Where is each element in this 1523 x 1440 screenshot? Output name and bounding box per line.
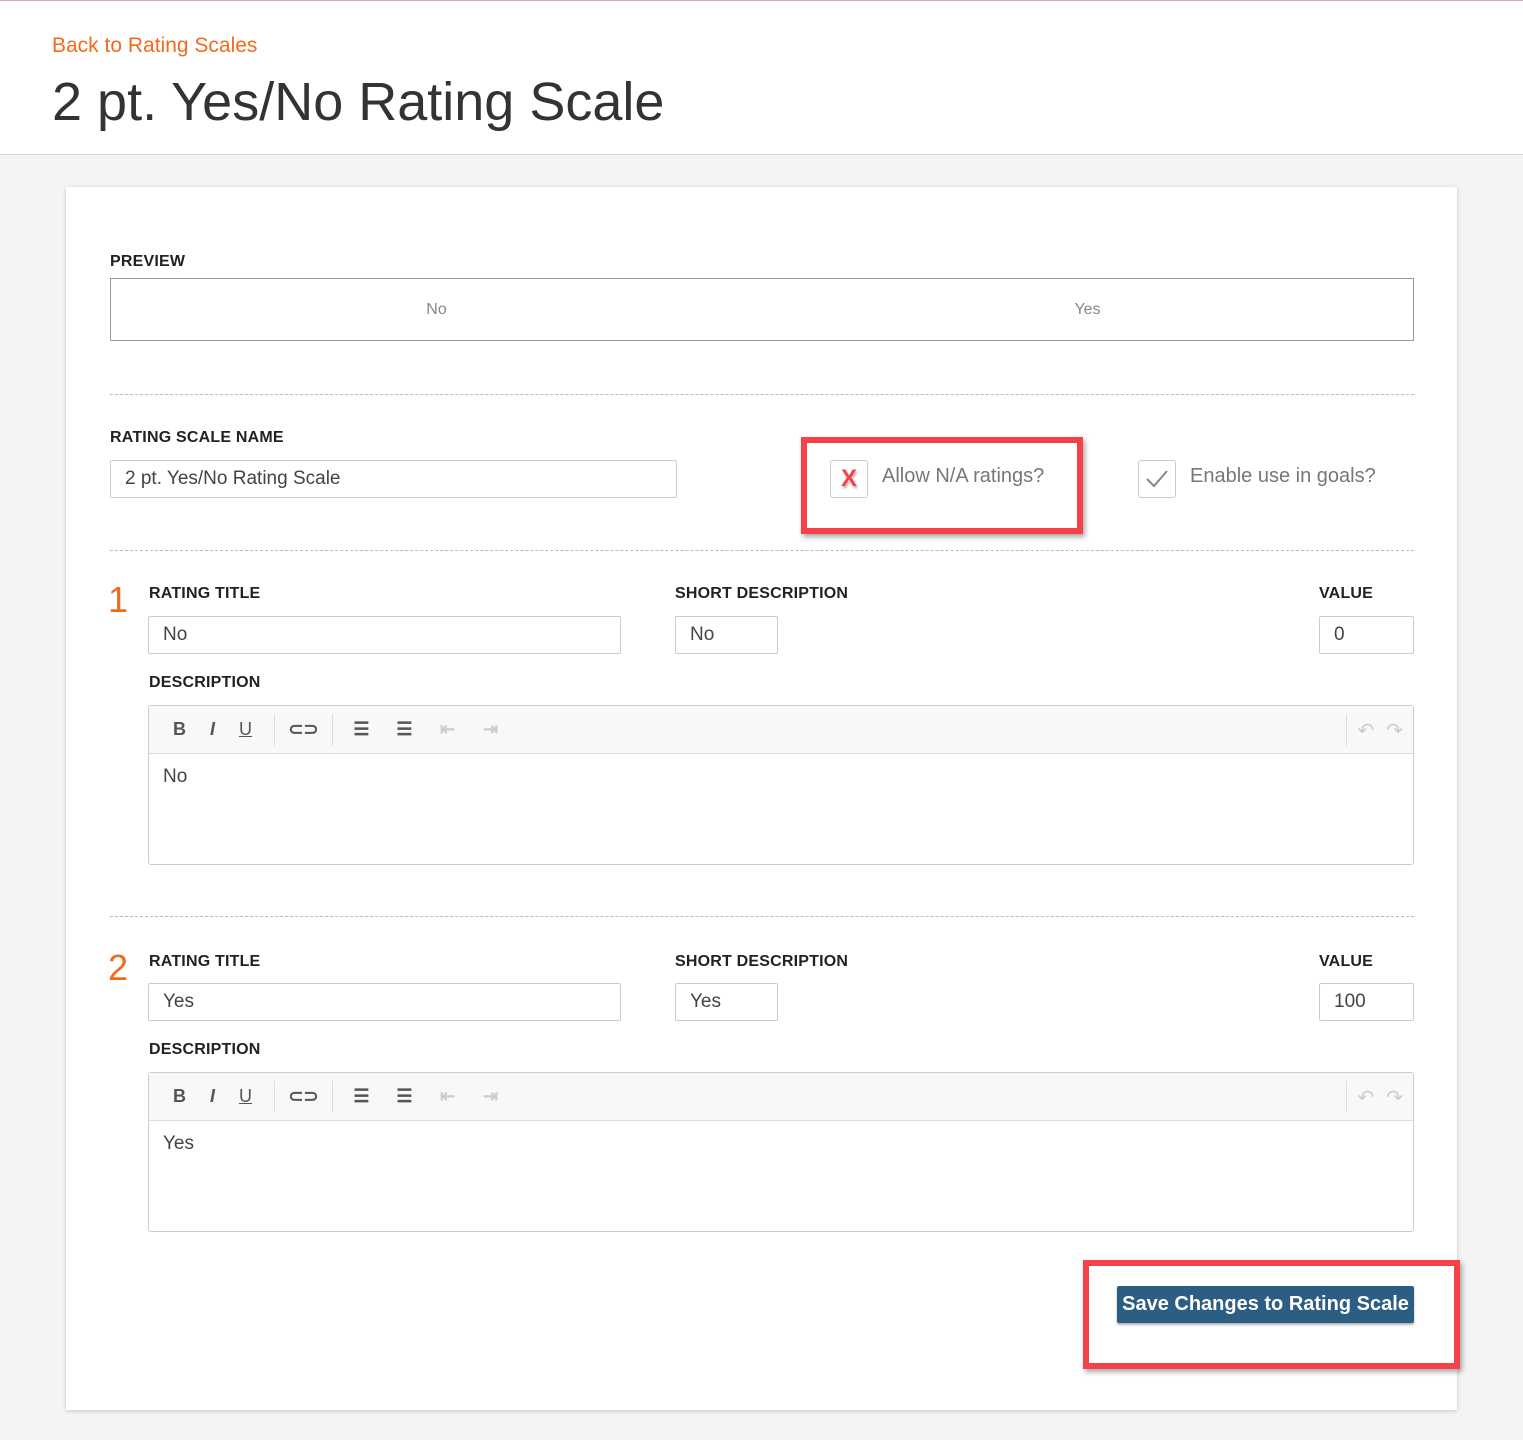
toolbar-separator bbox=[332, 713, 333, 746]
bullet-list-icon[interactable]: ☰ bbox=[353, 1086, 370, 1106]
value-input[interactable]: 100 bbox=[1319, 983, 1414, 1021]
toolbar-separator bbox=[274, 1080, 275, 1113]
description-label: DESCRIPTION bbox=[149, 1041, 261, 1058]
description-editor: B I U ⊂⊃ ☰ ☰ ⇤ ⇥ ↶ ↷ Yes bbox=[148, 1072, 1414, 1232]
short-description-label: SHORT DESCRIPTION bbox=[675, 953, 849, 970]
save-changes-button[interactable]: Save Changes to Rating Scale bbox=[1117, 1286, 1414, 1323]
rating-title-input[interactable]: No bbox=[148, 616, 621, 654]
preview-item: No bbox=[426, 300, 447, 318]
outdent-icon[interactable]: ⇤ bbox=[439, 1086, 456, 1106]
highlight-box bbox=[1083, 1260, 1460, 1369]
value-input[interactable]: 0 bbox=[1319, 616, 1414, 654]
enable-goals-checkbox[interactable] bbox=[1138, 460, 1176, 498]
indent-icon[interactable]: ⇥ bbox=[482, 719, 499, 739]
checkmark-icon bbox=[1146, 470, 1168, 488]
indent-icon[interactable]: ⇥ bbox=[482, 1086, 499, 1106]
redo-icon[interactable]: ↷ bbox=[1386, 1086, 1403, 1109]
enable-goals-label: Enable use in goals? bbox=[1190, 465, 1376, 487]
value-label: VALUE bbox=[1319, 953, 1374, 970]
undo-icon[interactable]: ↶ bbox=[1357, 719, 1375, 742]
value-label: VALUE bbox=[1319, 585, 1374, 602]
numbered-list-icon[interactable]: ☰ bbox=[396, 719, 413, 739]
allow-na-checkbox[interactable]: X bbox=[830, 460, 868, 498]
redo-icon[interactable]: ↷ bbox=[1386, 719, 1403, 742]
back-to-rating-scales-link[interactable]: Back to Rating Scales bbox=[52, 34, 258, 57]
preview-bar: No Yes bbox=[110, 278, 1414, 341]
description-editor: B I U ⊂⊃ ☰ ☰ ⇤ ⇥ ↶ ↷ No bbox=[148, 705, 1414, 865]
short-description-input[interactable]: No bbox=[675, 616, 778, 654]
bold-button[interactable]: B bbox=[173, 1086, 186, 1106]
italic-button[interactable]: I bbox=[209, 719, 215, 739]
description-content[interactable]: Yes bbox=[163, 1133, 194, 1154]
toolbar-separator bbox=[274, 713, 275, 746]
highlight-box bbox=[801, 437, 1083, 534]
preview-item: Yes bbox=[1074, 300, 1101, 318]
allow-na-label: Allow N/A ratings? bbox=[882, 465, 1045, 487]
underline-button[interactable]: U bbox=[239, 719, 252, 739]
rating-scale-form: PREVIEW No Yes RATING SCALE NAME 2 pt. Y… bbox=[66, 187, 1460, 1410]
rating-title-label: RATING TITLE bbox=[149, 953, 261, 970]
page-header: Back to Rating Scales 2 pt. Yes/No Ratin… bbox=[0, 0, 1523, 155]
underline-button[interactable]: U bbox=[239, 1086, 252, 1106]
rating-scale-name-label: RATING SCALE NAME bbox=[110, 429, 284, 446]
rating-number: 1 bbox=[108, 579, 129, 620]
description-label: DESCRIPTION bbox=[149, 674, 261, 691]
short-description-input[interactable]: Yes bbox=[675, 983, 778, 1021]
numbered-list-icon[interactable]: ☰ bbox=[396, 1086, 413, 1106]
italic-button[interactable]: I bbox=[209, 1086, 215, 1106]
short-description-label: SHORT DESCRIPTION bbox=[675, 585, 849, 602]
rating-number: 2 bbox=[108, 947, 129, 988]
description-content[interactable]: No bbox=[163, 766, 188, 787]
link-icon[interactable]: ⊂⊃ bbox=[288, 719, 319, 739]
bold-button[interactable]: B bbox=[173, 719, 186, 739]
divider bbox=[110, 916, 1414, 917]
rating-title-label: RATING TITLE bbox=[149, 585, 261, 602]
link-icon[interactable]: ⊂⊃ bbox=[288, 1086, 319, 1106]
x-mark-icon: X bbox=[840, 465, 857, 492]
preview-label: PREVIEW bbox=[110, 253, 186, 270]
divider bbox=[110, 550, 1414, 551]
outdent-icon[interactable]: ⇤ bbox=[439, 719, 456, 739]
undo-icon[interactable]: ↶ bbox=[1357, 1086, 1375, 1109]
divider bbox=[110, 394, 1414, 395]
editor-toolbar: B I U ⊂⊃ ☰ ☰ ⇤ ⇥ ↶ ↷ bbox=[149, 706, 1413, 754]
page-title: 2 pt. Yes/No Rating Scale bbox=[52, 72, 665, 132]
bullet-list-icon[interactable]: ☰ bbox=[353, 719, 370, 739]
toolbar-separator bbox=[332, 1080, 333, 1113]
rating-title-input[interactable]: Yes bbox=[148, 983, 621, 1021]
rating-scale-name-input[interactable]: 2 pt. Yes/No Rating Scale bbox=[110, 460, 677, 498]
editor-toolbar: B I U ⊂⊃ ☰ ☰ ⇤ ⇥ ↶ ↷ bbox=[149, 1073, 1413, 1121]
